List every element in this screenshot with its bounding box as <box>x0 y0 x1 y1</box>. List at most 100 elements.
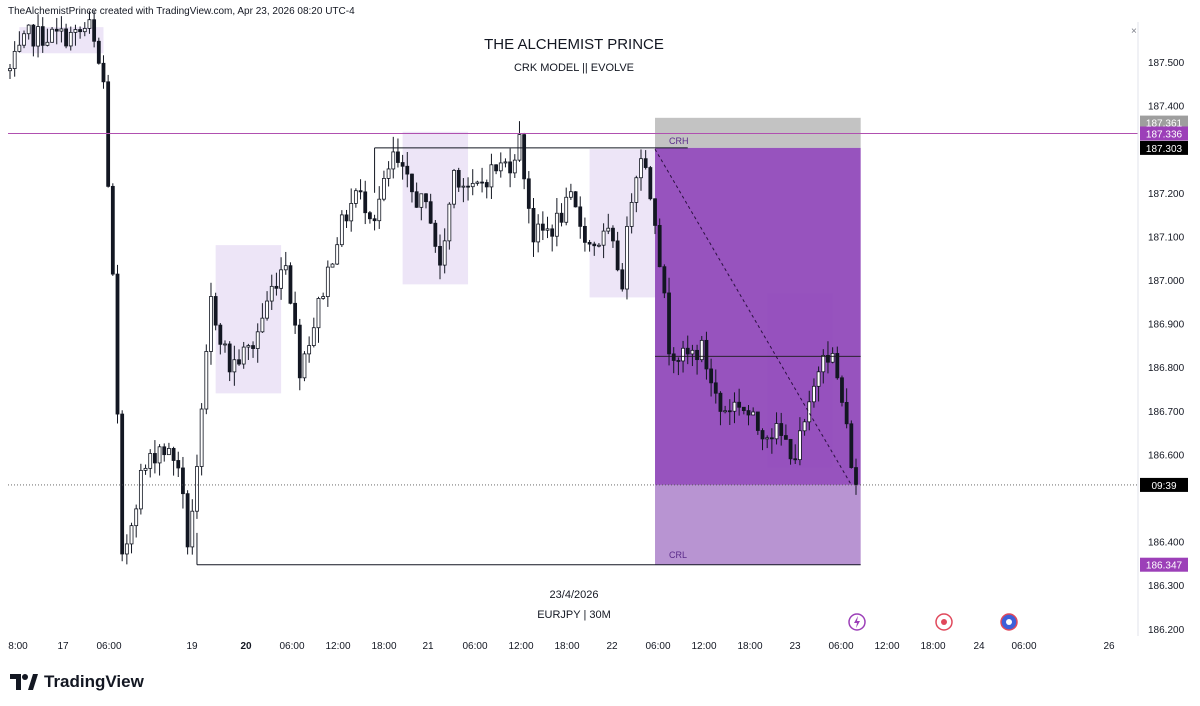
candle-body <box>564 196 569 223</box>
candles-layer <box>8 10 858 565</box>
candle-body <box>213 296 218 326</box>
candle-body <box>442 240 447 266</box>
candle-body <box>783 435 788 440</box>
candle-body <box>727 410 732 413</box>
price-label-text: 187.303 <box>1146 144 1183 155</box>
time-tick: 06:00 <box>645 641 670 652</box>
candle-body <box>12 50 17 70</box>
candle-body <box>87 19 92 29</box>
candle-body <box>769 437 774 440</box>
candle-body <box>50 28 54 43</box>
candle-body <box>629 202 634 227</box>
candle-body <box>494 164 498 172</box>
lightning-icon[interactable] <box>848 613 866 631</box>
candle-body <box>218 324 223 345</box>
candle-body <box>138 469 143 510</box>
candle-body <box>699 339 704 361</box>
time-tick: 23 <box>789 641 801 652</box>
time-tick: 8:00 <box>8 641 28 652</box>
time-tick: 21 <box>422 641 434 652</box>
candle-body <box>246 345 251 348</box>
time-tick: 18:00 <box>737 641 762 652</box>
candle-body <box>353 190 358 204</box>
candle-body <box>704 339 709 370</box>
candle-body <box>162 446 167 456</box>
candle-body <box>377 198 382 222</box>
candle-body <box>368 212 372 220</box>
close-icon[interactable]: × <box>1131 26 1137 37</box>
price-tick: 186.300 <box>1148 581 1185 592</box>
candle-body <box>195 466 199 512</box>
candle-body <box>181 467 185 495</box>
candle-body <box>662 266 667 294</box>
candle-body <box>36 26 40 47</box>
candle-body <box>690 349 695 355</box>
candle-body <box>428 201 433 224</box>
candle-body <box>152 453 157 464</box>
time-tick: 20 <box>240 641 252 652</box>
candle-body <box>64 28 68 47</box>
time-tick: 17 <box>57 641 69 652</box>
time-tick: 06:00 <box>96 641 121 652</box>
candle-body <box>447 203 452 242</box>
candle-body <box>456 170 461 188</box>
candle-body <box>709 368 714 384</box>
candle-body <box>45 41 50 46</box>
candle-body <box>227 343 232 373</box>
candle-body <box>386 168 391 179</box>
candle-body <box>115 273 120 415</box>
chart-subtitle: CRK MODEL || EVOLVE <box>514 62 634 74</box>
record-icon[interactable] <box>935 613 953 631</box>
candle-body <box>765 437 770 440</box>
time-tick: 12:00 <box>508 641 533 652</box>
price-label-text: 186.347 <box>1146 561 1183 572</box>
candle-body <box>339 214 344 246</box>
candle-body <box>531 208 536 243</box>
candle-body <box>559 212 564 223</box>
candle-body <box>536 223 541 243</box>
candle-body <box>826 354 830 363</box>
candle-body <box>110 185 115 275</box>
candle-body <box>615 240 620 271</box>
zones-layer <box>19 27 861 565</box>
tradingview-brand: TradingView <box>44 672 144 691</box>
candle-body <box>251 345 255 349</box>
time-axis: 8:00 17 06:00 19 20 06:00 12:00 18:00 21 06:00 12:… <box>8 641 1115 652</box>
candle-body <box>106 81 111 187</box>
consolidation-zone <box>402 131 469 285</box>
candle-body <box>237 359 241 365</box>
candle-body <box>695 349 699 361</box>
candle-body <box>788 438 793 460</box>
price-label-badge <box>1140 140 1188 155</box>
price-tick: 187.200 <box>1148 189 1185 200</box>
candle-body <box>755 411 760 431</box>
candle-body <box>414 191 419 208</box>
candle-body <box>830 353 835 363</box>
tradingview-logo[interactable]: TradingView <box>10 672 144 692</box>
trend-dashed-line <box>654 148 852 486</box>
candle-body <box>723 410 728 413</box>
candle-body <box>185 493 190 548</box>
candle-body <box>143 467 148 471</box>
candle-body <box>475 181 480 184</box>
time-tick: 18:00 <box>554 641 579 652</box>
candle-body <box>325 266 330 297</box>
globe-icon[interactable] <box>1000 613 1018 631</box>
candle-body <box>176 460 181 469</box>
candle-body <box>648 167 653 200</box>
candle-body <box>620 269 625 290</box>
candle-body <box>512 159 517 174</box>
candle-body <box>78 29 83 33</box>
candle-body <box>424 193 428 203</box>
time-tick: 12:00 <box>325 641 350 652</box>
candle-body <box>260 317 265 333</box>
candle-body <box>578 206 583 227</box>
candle-body <box>101 62 106 83</box>
candle-body <box>480 181 484 184</box>
chart-title: THE ALCHEMIST PRINCE <box>484 36 664 53</box>
time-tick: 06:00 <box>1011 641 1036 652</box>
tradingview-logo-icon <box>10 674 38 690</box>
candle-body <box>681 347 685 362</box>
candle-body <box>349 203 354 222</box>
